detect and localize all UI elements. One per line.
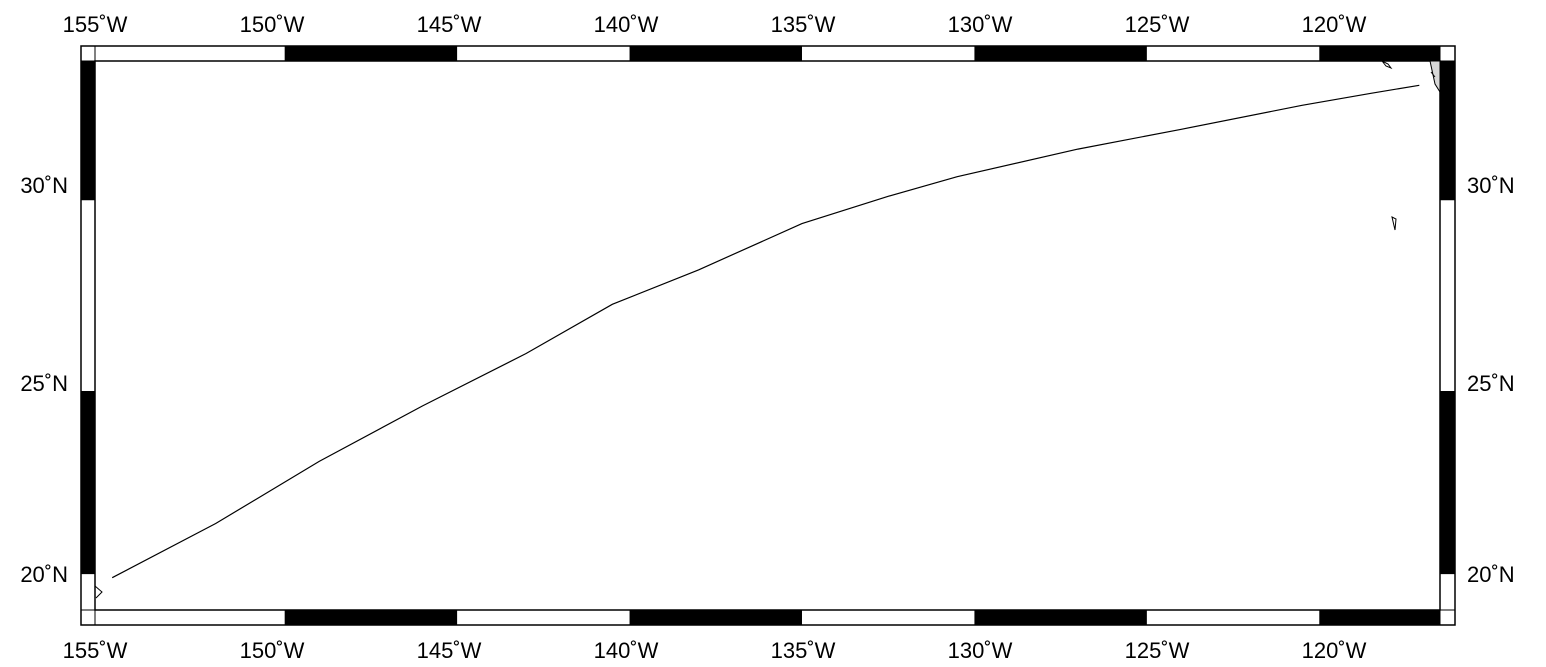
left-tick-label: 20˚N bbox=[20, 562, 68, 587]
left-tick-label: 25˚N bbox=[20, 371, 68, 396]
bottom-tick-label: 150˚W bbox=[240, 638, 305, 663]
bottom-tick-label: 125˚W bbox=[1125, 638, 1190, 663]
bottom-tick-label: 135˚W bbox=[771, 638, 836, 663]
top-tick-label: 155˚W bbox=[63, 12, 128, 37]
bottom-tick-label: 155˚W bbox=[63, 638, 128, 663]
bottom-tick-label: 120˚W bbox=[1302, 638, 1367, 663]
left-tick-label: 30˚N bbox=[20, 173, 68, 198]
bottom-tick-label: 145˚W bbox=[417, 638, 482, 663]
frame-band-left-segment bbox=[81, 390, 95, 575]
top-tick-label: 145˚W bbox=[417, 12, 482, 37]
frame-band-bottom-segment bbox=[629, 610, 802, 625]
frame-band-left-segment bbox=[81, 61, 95, 201]
top-tick-label: 120˚W bbox=[1302, 12, 1367, 37]
frame-band-top-segment bbox=[1319, 46, 1440, 61]
hawaii-coast bbox=[94, 585, 103, 599]
top-tick-label: 135˚W bbox=[771, 12, 836, 37]
frame-band-bottom-segment bbox=[1319, 610, 1440, 625]
bottom-tick-label: 140˚W bbox=[594, 638, 659, 663]
map-frame bbox=[80, 45, 1456, 626]
frame-band-top-segment bbox=[284, 46, 458, 61]
top-tick-label: 140˚W bbox=[594, 12, 659, 37]
tick-labels: 155˚W 150˚W 145˚W 140˚W 135˚W 130˚W 125˚… bbox=[20, 12, 1514, 663]
frame-outer-border bbox=[80, 45, 1456, 626]
top-tick-label: 130˚W bbox=[948, 12, 1013, 37]
frame-band-bottom-segment bbox=[974, 610, 1147, 625]
track-end-mark bbox=[1430, 71, 1436, 78]
frame-band-bottom-segment bbox=[284, 610, 458, 625]
frame-band-right-segment bbox=[1440, 61, 1455, 201]
right-tick-label: 25˚N bbox=[1467, 371, 1515, 396]
island-outline bbox=[1381, 60, 1393, 70]
track-line bbox=[111, 84, 1420, 579]
frame-band-top-segment bbox=[629, 46, 802, 61]
bottom-tick-label: 130˚W bbox=[948, 638, 1013, 663]
right-tick-label: 30˚N bbox=[1467, 173, 1515, 198]
top-tick-label: 125˚W bbox=[1125, 12, 1190, 37]
frame-band-right-segment bbox=[1440, 390, 1455, 575]
top-tick-label: 150˚W bbox=[240, 12, 305, 37]
frame-band-top-segment bbox=[974, 46, 1147, 61]
right-tick-label: 20˚N bbox=[1467, 562, 1515, 587]
guadalupe-island bbox=[1391, 216, 1397, 231]
ship-track bbox=[111, 71, 1436, 579]
